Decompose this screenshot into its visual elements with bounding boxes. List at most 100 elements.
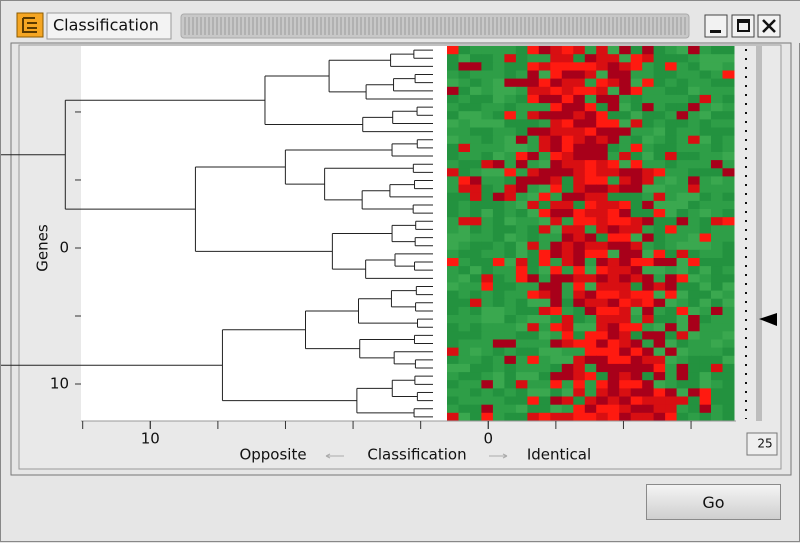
heatmap-cell: [653, 404, 666, 414]
heatmap-cell: [688, 54, 701, 63]
heatmap-cell: [527, 282, 540, 292]
heatmap-cell: [481, 119, 494, 129]
heatmap-cell: [676, 331, 689, 340]
heatmap-cell: [711, 225, 723, 234]
heatmap-cell: [550, 103, 563, 112]
heatmap-cell: [584, 363, 597, 373]
heatmap-cell: [504, 46, 517, 55]
heatmap-cell: [504, 200, 517, 210]
x-left-label: Opposite: [239, 446, 306, 464]
heatmap-cell: [711, 70, 723, 80]
heatmap-cell: [653, 200, 666, 210]
heatmap-cell: [458, 339, 471, 349]
heatmap-cell: [676, 380, 689, 389]
heatmap-cell: [619, 46, 632, 55]
heatmap-cell: [527, 70, 540, 80]
heatmap-cell: [619, 306, 632, 316]
heatmap-cell: [607, 62, 620, 71]
heatmap-cell: [538, 192, 551, 202]
heatmap-cell: [596, 111, 609, 120]
heatmap-cell: [596, 46, 609, 55]
heatmap-cell: [699, 127, 712, 137]
heatmap-cell: [596, 70, 609, 80]
heatmap-cell: [653, 143, 666, 153]
heatmap-cell: [470, 258, 482, 267]
heatmap-cell: [504, 70, 517, 80]
heatmap-cell: [458, 78, 471, 88]
heatmap-cell: [596, 135, 609, 145]
heatmap-cell: [538, 168, 551, 177]
heatmap-cell: [653, 86, 666, 96]
minimize-button[interactable]: [704, 14, 728, 38]
heatmap-cell: [607, 396, 620, 406]
heatmap-cell: [447, 160, 459, 169]
heatmap-cell: [642, 217, 655, 226]
heatmap-cell: [447, 54, 459, 63]
heatmap-cell: [642, 192, 655, 202]
heatmap-cell: [653, 168, 666, 177]
heatmap-cell: [642, 127, 655, 137]
heatmap-cell: [504, 160, 517, 169]
heatmap-cell: [550, 282, 563, 292]
heatmap-cell: [538, 233, 551, 243]
heatmap-cell: [653, 396, 666, 406]
heatmap-cell: [481, 241, 494, 251]
heatmap-cell: [492, 404, 505, 414]
heatmap-cell: [447, 306, 459, 316]
title-grip: [180, 13, 690, 39]
heatmap-cell: [619, 290, 632, 300]
heatmap-cell: [515, 290, 528, 300]
heatmap-cell: [458, 396, 471, 406]
heatmap-cell: [665, 70, 678, 80]
heatmap-cell: [642, 225, 655, 234]
heatmap-cell: [665, 266, 678, 275]
heatmap-cell: [619, 217, 632, 226]
threshold-arrow[interactable]: [759, 313, 777, 326]
heatmap-cell: [676, 372, 689, 381]
heatmap-cell: [665, 404, 678, 414]
heatmap-cell: [550, 62, 563, 71]
heatmap-cell: [711, 282, 723, 292]
heatmap-cell: [527, 62, 540, 71]
heatmap-cell: [653, 119, 666, 129]
heatmap-cell: [515, 62, 528, 71]
heatmap-cell: [665, 306, 678, 316]
heatmap-cell: [504, 298, 517, 308]
heatmap-cell: [711, 372, 723, 381]
heatmap-cell: [642, 168, 655, 177]
heatmap-cell: [458, 176, 471, 186]
heatmap-cell: [653, 347, 666, 357]
close-button[interactable]: [757, 14, 781, 38]
heatmap-cell: [561, 258, 574, 267]
heatmap-cell: [688, 258, 701, 267]
heatmap-cell: [711, 339, 723, 349]
heatmap-cell: [699, 70, 712, 80]
heatmap-cell: [722, 258, 735, 267]
heatmap-cell: [642, 135, 655, 145]
go-button[interactable]: Go: [646, 484, 781, 520]
heatmap-cell: [596, 160, 609, 169]
heatmap-cell: [573, 315, 586, 324]
heatmap-cell: [607, 119, 620, 129]
heatmap-cell: [596, 315, 609, 324]
heatmap-cell: [688, 298, 701, 308]
heatmap-cell: [470, 380, 482, 389]
heatmap-cell: [676, 135, 689, 145]
heatmap-cell: [630, 372, 643, 381]
heatmap-cell: [538, 94, 551, 104]
heatmap-cell: [630, 184, 643, 194]
heatmap-cell: [492, 160, 505, 169]
heatmap-cell: [584, 372, 597, 381]
heatmap-cell: [642, 274, 655, 283]
heatmap-cell: [481, 412, 494, 422]
heatmap-cell: [527, 111, 540, 120]
heatmap-cell: [538, 127, 551, 137]
heatmap-cell: [584, 160, 597, 169]
heatmap-cell: [458, 282, 471, 292]
maximize-button[interactable]: [731, 14, 755, 38]
heatmap-cell: [688, 209, 701, 218]
heatmap-cell: [573, 78, 586, 88]
heatmap-cell: [515, 347, 528, 357]
heatmap-cell: [458, 274, 471, 283]
heatmap-cell: [653, 62, 666, 71]
